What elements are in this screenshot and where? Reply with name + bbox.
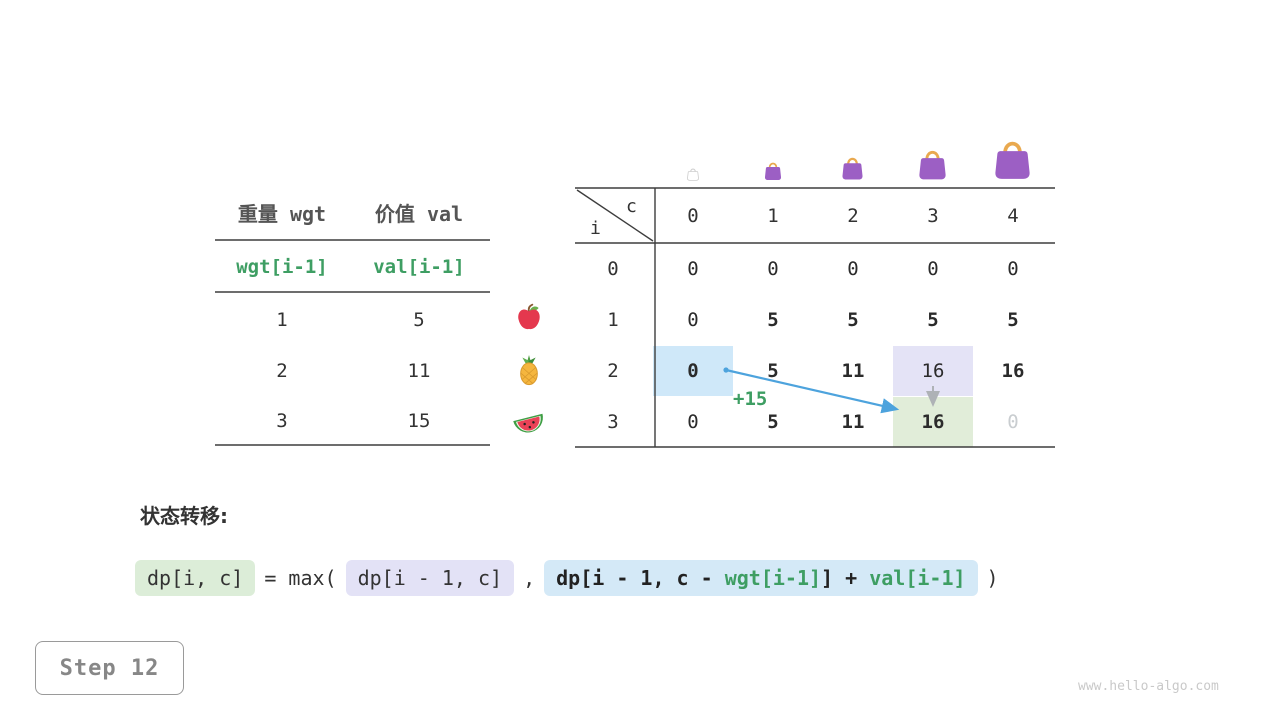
bag-size-2-icon	[840, 153, 865, 185]
transition-heading: 状态转移:	[140, 504, 228, 528]
formula-option2-wgt: wgt[i-1]	[724, 566, 822, 590]
bag-size-1-icon	[763, 159, 783, 185]
dp-cell-0-2: 0	[847, 258, 859, 280]
pineapple-icon	[514, 354, 544, 390]
dp-row-label-2: 2	[607, 360, 619, 382]
dp-cell-0-3: 0	[927, 258, 939, 280]
dp-row-label-3: 3	[607, 411, 619, 433]
dp-cell-3-3: 16	[921, 411, 945, 433]
dp-col-header-4: 4	[1007, 205, 1019, 227]
bag-size-3-icon	[916, 145, 949, 185]
dp-cell-2-2: 11	[841, 360, 865, 382]
apple-icon	[514, 303, 544, 337]
item-row-3-weight: 3	[276, 410, 288, 432]
dp-cell-3-2: 11	[841, 411, 865, 433]
item-table-formula-wgt: wgt[i-1]	[236, 256, 328, 278]
formula-comma: ,	[523, 566, 536, 590]
dp-cell-0-4: 0	[1007, 258, 1019, 280]
formula-eq-max: = max(	[264, 566, 337, 590]
watermelon-icon	[512, 406, 546, 442]
dp-cell-3-0: 0	[687, 411, 699, 433]
dp-cell-1-2: 5	[847, 309, 859, 331]
formula-close-paren: )	[986, 566, 999, 590]
dp-corner-col-label: c	[626, 196, 637, 217]
formula-option2-mid: ] +	[821, 566, 870, 590]
item-table-header-value: 价值 val	[374, 202, 464, 226]
dp-cell-1-3: 5	[927, 309, 939, 331]
bag-size-4-icon	[991, 134, 1034, 185]
dp-cell-1-0: 0	[687, 309, 699, 331]
dp-cell-3-1: 5	[767, 411, 779, 433]
item-row-2-weight: 2	[276, 360, 288, 382]
item-table-formula-val: val[i-1]	[373, 256, 465, 278]
formula-option2-box: dp[i - 1, c - wgt[i-1]] + val[i-1]	[544, 560, 978, 596]
dp-cell-0-1: 0	[767, 258, 779, 280]
dp-cell-1-4: 5	[1007, 309, 1019, 331]
dp-cell-2-0: 0	[687, 360, 699, 382]
dp-col-header-2: 2	[847, 205, 859, 227]
formula-option1-box: dp[i - 1, c]	[345, 560, 515, 596]
empty-bag-icon	[686, 166, 700, 185]
dp-row-label-1: 1	[607, 309, 619, 331]
dp-cell-1-1: 5	[767, 309, 779, 331]
transition-formula: dp[i, c] = max( dp[i - 1, c] , dp[i - 1,…	[135, 560, 999, 596]
highlight-cell-source-blue	[653, 346, 733, 396]
watermark: www.hello-algo.com	[1078, 679, 1219, 694]
item-row-2-value: 11	[407, 360, 431, 382]
dp-corner-row-label: i	[590, 218, 601, 239]
transition-plus-value: +15	[733, 388, 768, 410]
item-table-header-weight: 重量 wgt	[237, 202, 327, 226]
step-badge: Step 12	[35, 641, 184, 695]
dp-cell-2-4: 16	[1001, 360, 1025, 382]
dp-cell-0-0: 0	[687, 258, 699, 280]
formula-lhs-box: dp[i, c]	[135, 560, 256, 596]
formula-option2-prefix: dp[i - 1, c -	[556, 566, 725, 590]
item-row-3-value: 15	[407, 410, 431, 432]
dp-col-header-1: 1	[767, 205, 779, 227]
dp-cell-2-3: 16	[921, 360, 945, 382]
dp-col-header-0: 0	[687, 205, 699, 227]
dp-row-label-0: 0	[607, 258, 619, 280]
formula-option2-val: val[i-1]	[869, 566, 966, 590]
dp-cell-3-4: 0	[1007, 411, 1019, 433]
dp-col-header-3: 3	[927, 205, 939, 227]
item-row-1-value: 5	[413, 309, 425, 331]
item-row-1-weight: 1	[276, 309, 288, 331]
